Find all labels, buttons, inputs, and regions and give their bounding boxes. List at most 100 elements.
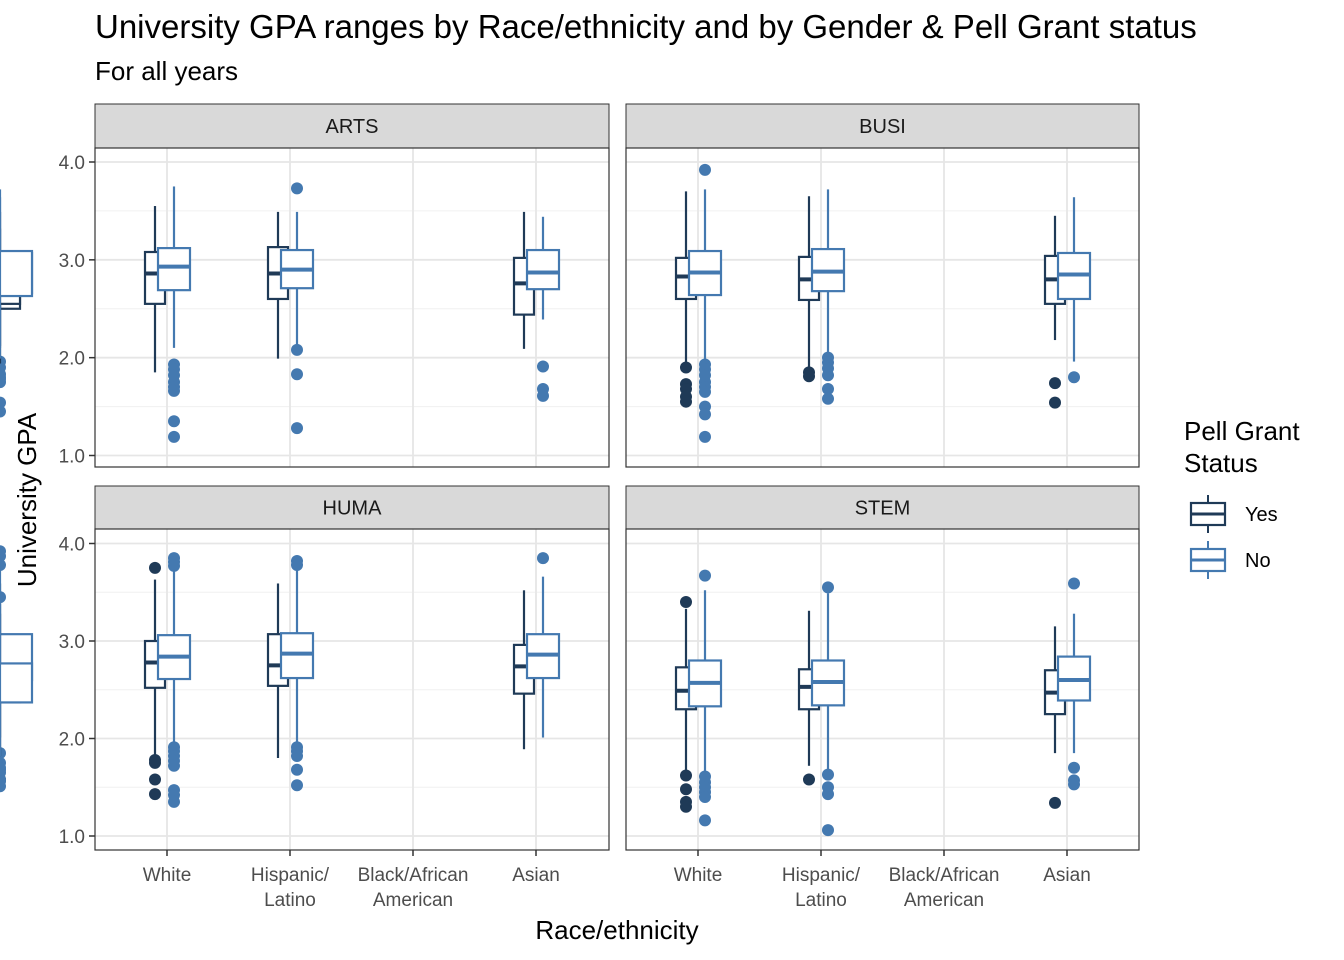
panel-huma: HUMA 1.0 2.0 3.0 4.0 White Hispanic/Latino Blac… <box>0 485 610 911</box>
outlier-point <box>291 422 303 435</box>
outlier-point <box>822 369 834 382</box>
outlier-point <box>0 396 6 409</box>
outlier-point <box>168 415 180 428</box>
outlier-point <box>699 814 711 827</box>
y-tick-label: 4.0 <box>59 153 85 174</box>
outlier-point <box>803 370 815 383</box>
outlier-point <box>149 756 161 769</box>
panel-border <box>625 528 1140 851</box>
box-no <box>0 591 34 793</box>
y-tick-label: 3.0 <box>59 251 85 272</box>
outlier-point <box>149 561 161 574</box>
box-no <box>525 216 561 402</box>
outlier-point <box>291 182 303 195</box>
outlier-point <box>168 384 180 397</box>
outlier-point <box>1068 778 1080 791</box>
outlier-point <box>1049 377 1061 390</box>
facet-label: STEM <box>855 498 911 520</box>
outlier-point <box>680 361 692 374</box>
panel-border <box>94 528 610 851</box>
legend-label: No <box>1245 550 1271 572</box>
box-no <box>810 189 846 405</box>
x-tick-label: Asian <box>512 865 560 886</box>
outlier-point <box>291 779 303 792</box>
outlier-point <box>291 343 303 356</box>
outlier-point <box>291 368 303 381</box>
outlier-point <box>680 769 692 782</box>
box-no <box>279 555 315 792</box>
facet-strip <box>94 485 610 530</box>
outlier-point <box>168 759 180 772</box>
outlier-point <box>822 581 834 594</box>
outlier-point <box>1049 396 1061 409</box>
chart-title: University GPA ranges by Race/ethnicity … <box>95 8 1197 45</box>
outlier-point <box>680 783 692 796</box>
x-tick-label: White <box>674 865 723 886</box>
outlier-point <box>822 788 834 801</box>
outlier-point <box>699 163 711 176</box>
x-tick-label: Black/African American <box>889 865 1000 911</box>
y-tick-label: 4.0 <box>59 535 85 556</box>
panel-stem: STEM White Hispanic/Latino Black/African Ame… <box>0 485 1140 911</box>
box-no <box>1056 197 1092 384</box>
legend-item-yes: Yes <box>1189 495 1278 533</box>
box-no <box>525 552 561 738</box>
box-no <box>156 186 192 443</box>
x-tick-label: White <box>143 865 192 886</box>
box-iqr <box>525 248 561 291</box>
box-no <box>0 189 34 409</box>
outlier-point <box>291 558 303 571</box>
outlier-point <box>537 552 549 565</box>
y-tick-label: 1.0 <box>59 827 85 848</box>
outlier-point <box>149 788 161 801</box>
outlier-point <box>699 408 711 421</box>
outlier-point <box>699 430 711 443</box>
facet-label: ARTS <box>326 116 379 138</box>
outlier-point <box>1068 577 1080 590</box>
panel-border <box>625 147 1140 468</box>
outlier-point <box>0 591 6 604</box>
outlier-point <box>680 596 692 608</box>
chart-subtitle: For all years <box>95 56 239 86</box>
y-tick-label: 3.0 <box>59 632 85 653</box>
legend-item-no: No <box>1189 541 1271 579</box>
outlier-point <box>0 780 6 793</box>
outlier-point <box>168 430 180 443</box>
y-tick-label: 1.0 <box>59 447 85 468</box>
facet-label: BUSI <box>859 116 906 138</box>
panel-border <box>94 147 610 468</box>
outlier-point <box>680 800 692 813</box>
outlier-point <box>1068 761 1080 774</box>
outlier-point <box>0 373 6 386</box>
box-no <box>687 569 723 827</box>
outlier-point <box>0 747 6 760</box>
outlier-point <box>168 559 180 572</box>
outlier-point <box>537 389 549 402</box>
outlier-point <box>822 768 834 781</box>
panel-busi: BUSI <box>0 103 1140 468</box>
outlier-point <box>822 824 834 837</box>
outlier-point <box>699 791 711 803</box>
outlier-point <box>1049 796 1061 809</box>
outlier-point <box>149 773 161 786</box>
legend-title: Pell Grant Status <box>1184 416 1300 478</box>
outlier-point <box>680 395 692 408</box>
outlier-point <box>822 392 834 405</box>
x-tick-label: Black/African American <box>358 865 469 911</box>
box-no <box>810 581 846 837</box>
panel-background <box>626 148 1139 467</box>
legend-label: Yes <box>1245 504 1278 526</box>
box-no <box>687 163 723 443</box>
outlier-point <box>291 750 303 763</box>
box-iqr <box>0 249 34 298</box>
outlier-point <box>822 382 834 395</box>
outlier-point <box>537 360 549 373</box>
x-axis-title: Race/ethnicity <box>535 915 698 945</box>
outlier-point <box>803 773 815 786</box>
facet-strip <box>625 103 1140 149</box>
box-no <box>1056 577 1092 791</box>
y-axis-title: University GPA <box>12 412 42 587</box>
y-tick-label: 2.0 <box>59 730 85 751</box>
legend: Pell Grant Status Yes No <box>1184 416 1300 579</box>
